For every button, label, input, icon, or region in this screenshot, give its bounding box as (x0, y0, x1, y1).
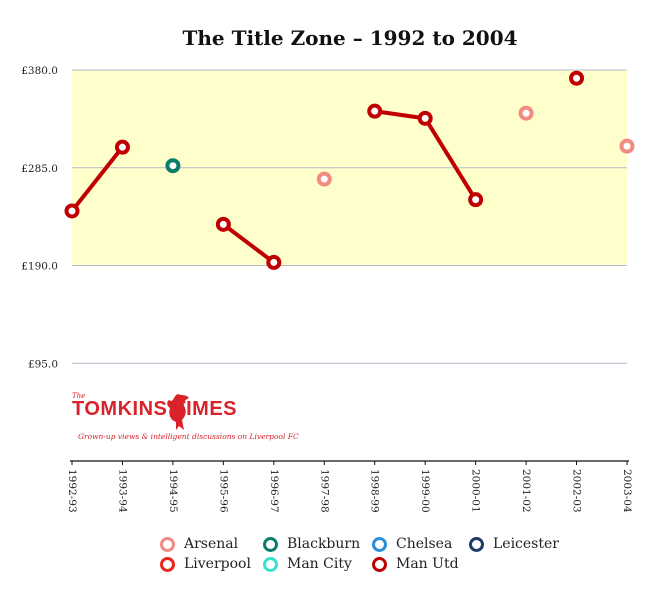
data-point (468, 192, 484, 208)
legend-item: Chelsea (372, 536, 452, 552)
legend-label: Blackburn (287, 536, 361, 552)
x-tick-label: 2002-03 (571, 469, 583, 513)
legend-item: Liverpool (160, 556, 251, 572)
legend-item: Man Utd (372, 556, 459, 572)
liverbird-icon (167, 394, 189, 430)
x-tick-label: 1994-95 (167, 469, 179, 513)
legend-marker-icon (160, 536, 175, 552)
x-tick-label: 2003-04 (621, 469, 633, 513)
legend-label: Leicester (493, 536, 559, 552)
x-tick-label: 1997-98 (318, 469, 330, 513)
legend-marker-icon (469, 536, 484, 552)
series-line-segment (221, 222, 276, 265)
x-tick-label: 2001-02 (520, 469, 532, 513)
legend-marker-icon (372, 556, 387, 572)
legend-label: Chelsea (396, 536, 453, 552)
legend-label: Man City (287, 556, 352, 572)
series-line-segment (372, 109, 428, 121)
legend-marker-icon (160, 556, 175, 572)
logo-name: TOMKINS TIMES (72, 398, 238, 420)
data-point (417, 110, 433, 126)
legend-marker-icon (372, 536, 387, 552)
legend-item: Blackburn (263, 536, 360, 552)
data-point (367, 103, 383, 119)
x-tick-label: 1993-94 (116, 469, 128, 513)
data-point (64, 203, 80, 219)
y-tick-label: £190.0 (21, 261, 58, 273)
x-tick-label: 2000-01 (470, 469, 482, 513)
x-tick-label: 1995-96 (217, 469, 229, 513)
y-tick-label: £95.0 (28, 358, 58, 370)
logo-small-text: The (72, 392, 86, 400)
x-tick-label: 1992-93 (66, 469, 78, 513)
data-point (165, 158, 181, 174)
data-point (114, 139, 130, 155)
logo-tagline: Grown-up views & intelligent discussions… (78, 432, 299, 441)
x-tick-label: 1996-97 (268, 469, 280, 513)
data-point (619, 138, 635, 154)
data-point (215, 216, 231, 232)
x-tick-label: 1999-00 (419, 469, 431, 513)
legend-marker-icon (263, 536, 278, 552)
chart-title: The Title Zone – 1992 to 2004 (182, 26, 518, 50)
series-line-segment (423, 116, 478, 202)
data-point (316, 171, 332, 187)
legend-label: Arsenal (184, 536, 239, 552)
series-line-segment (70, 145, 125, 213)
data-point (518, 105, 534, 121)
legend-label: Man Utd (396, 556, 459, 572)
data-point (569, 70, 585, 86)
x-tick-label: 1998-99 (369, 469, 381, 513)
data-point (266, 254, 282, 270)
y-tick-label: £285.0 (21, 163, 58, 175)
legend-item: Leicester (469, 536, 559, 552)
y-tick-label: £380.0 (21, 65, 58, 77)
legend-label: Liverpool (184, 556, 251, 572)
legend-marker-icon (263, 556, 278, 572)
legend-item: Arsenal (160, 536, 238, 552)
legend-item: Man City (263, 556, 352, 572)
